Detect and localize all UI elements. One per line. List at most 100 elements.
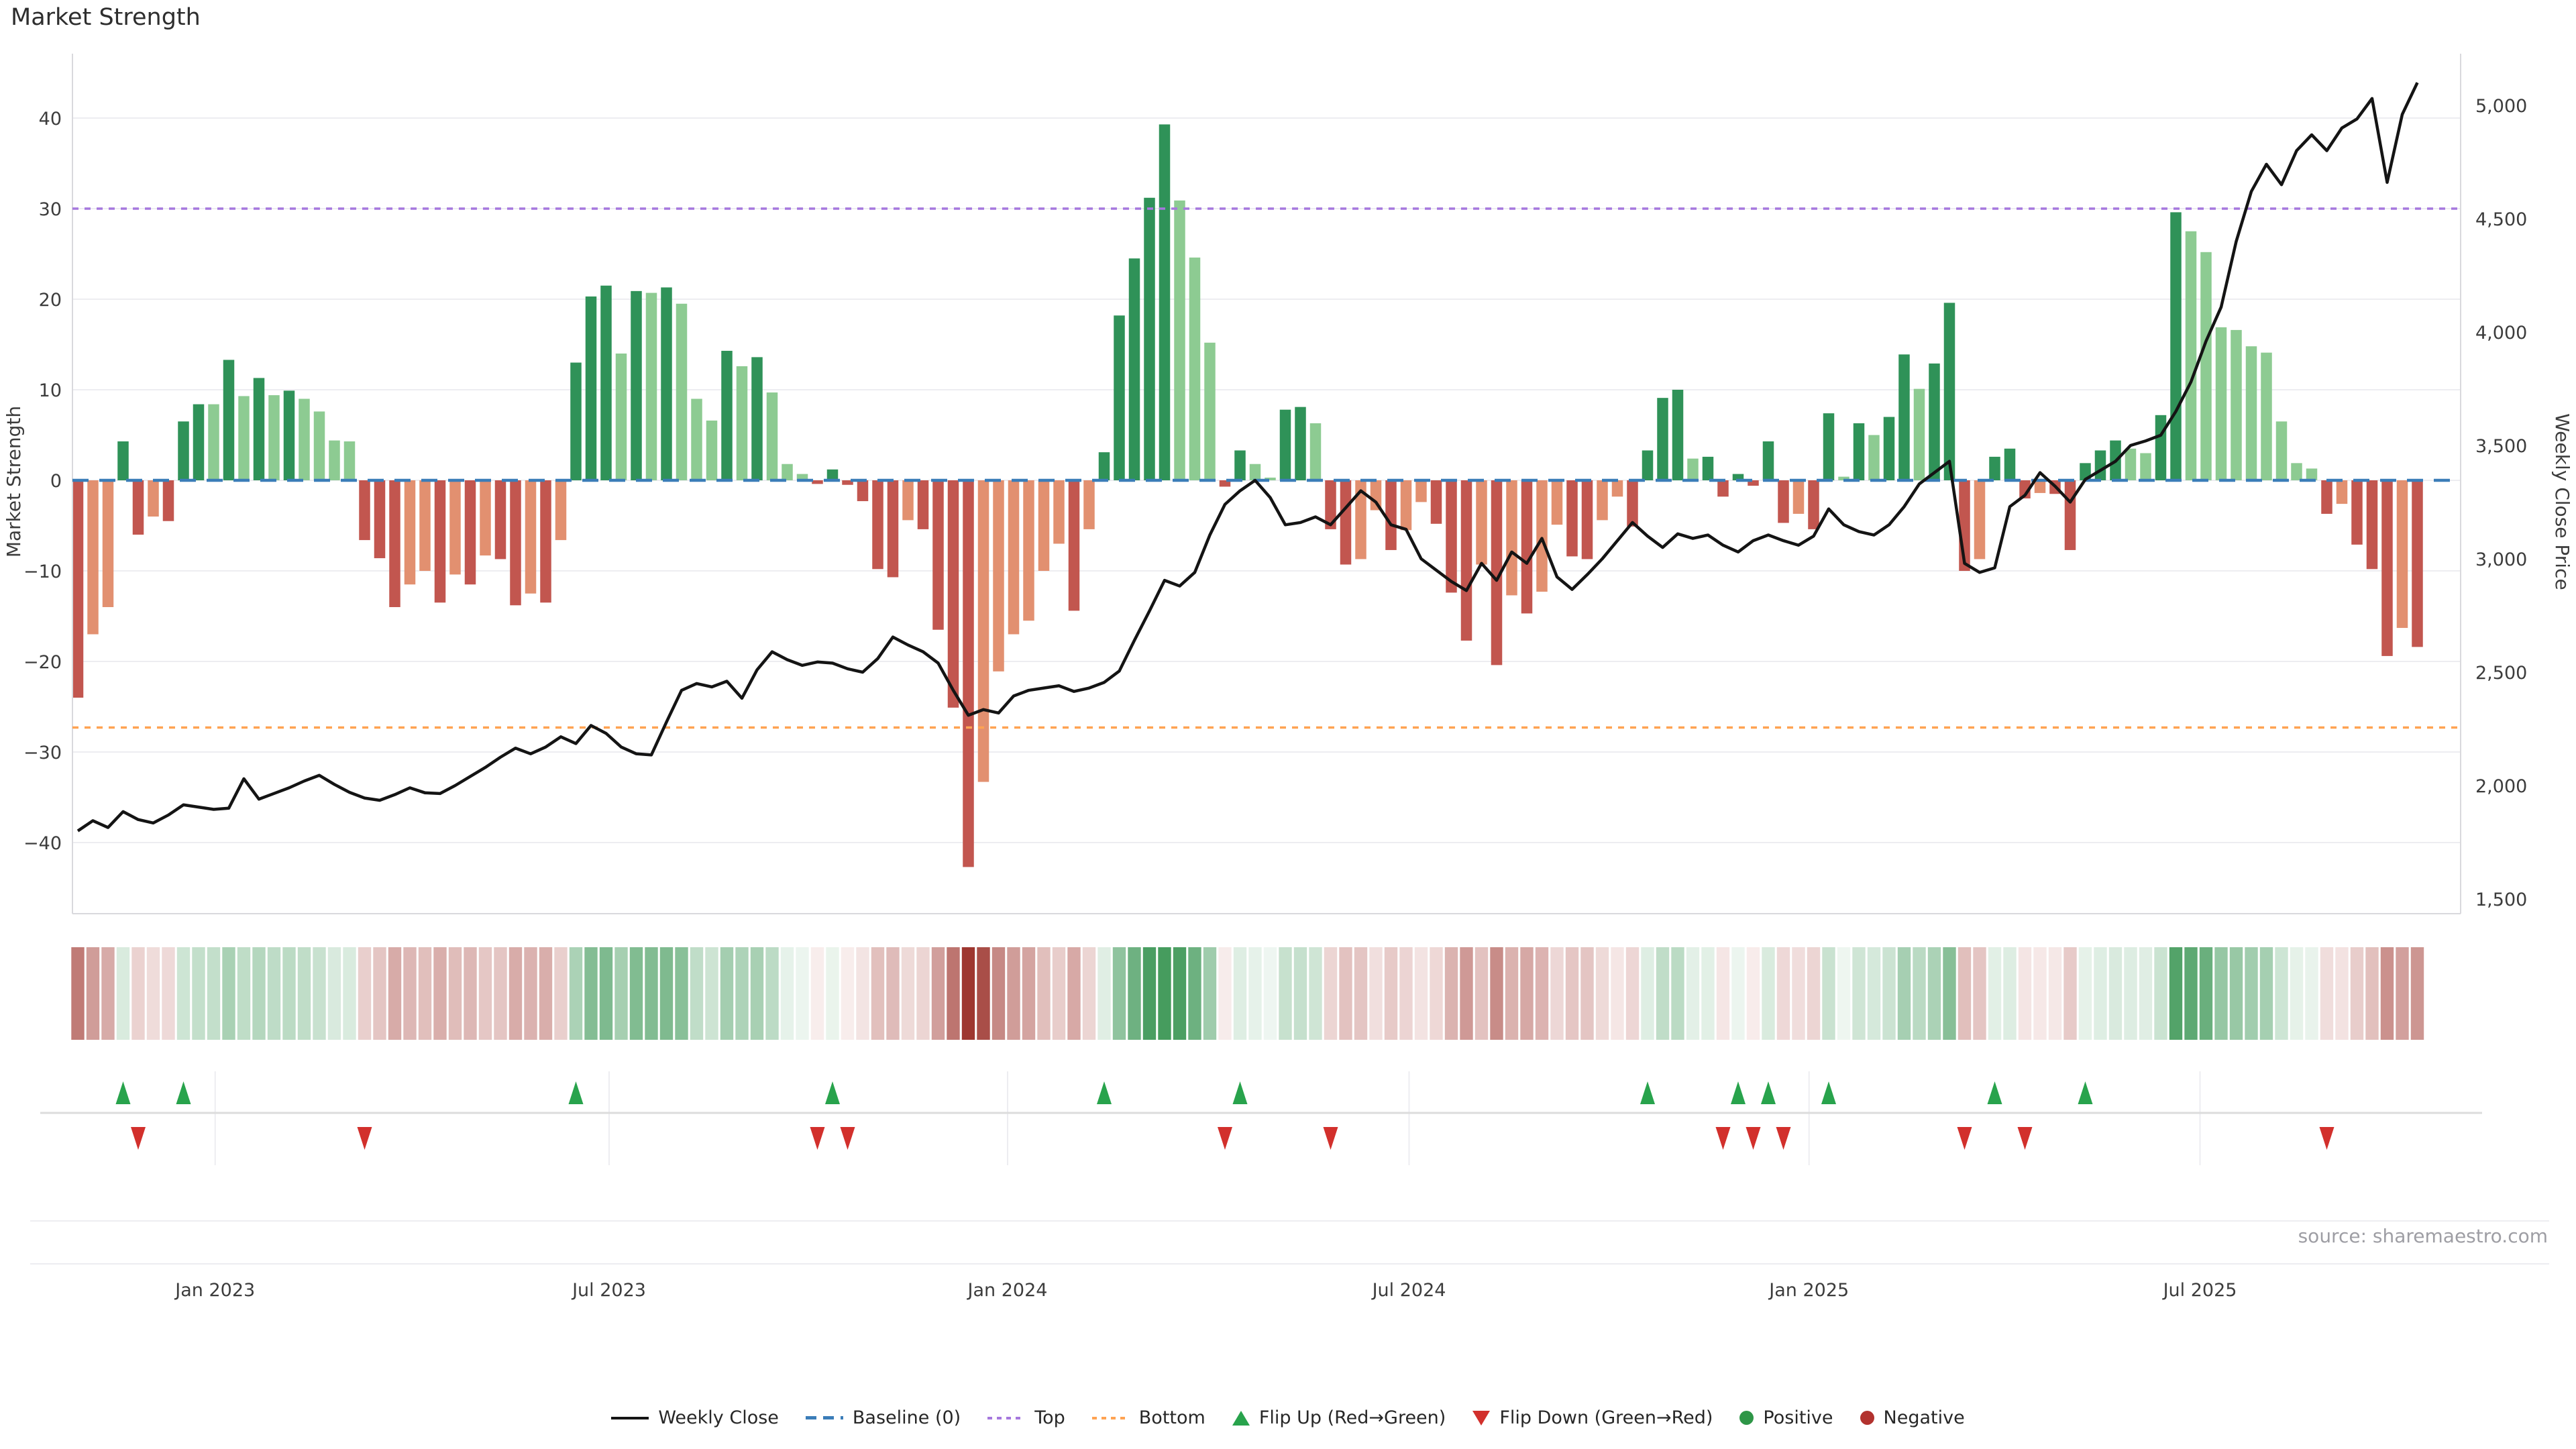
heatmap-cell: [1218, 947, 1232, 1040]
strength-bar: [1778, 480, 1789, 523]
strength-bar: [329, 440, 340, 480]
flip-up-marker: [1761, 1081, 1776, 1104]
legend-item-baseline: Baseline (0): [805, 1407, 961, 1428]
left-axis-tick: −40: [23, 833, 62, 854]
right-axis-tick: 4,500: [2475, 209, 2527, 230]
x-axis-tick: Jan 2025: [1768, 1280, 1849, 1301]
flip-up-marker: [1821, 1081, 1836, 1104]
strength-bar: [2275, 421, 2288, 480]
strength-bar: [1913, 388, 1925, 480]
strength-bar: [1672, 390, 1684, 480]
heatmap-cell: [2003, 947, 2017, 1040]
legend-item-bottom: Bottom: [1091, 1407, 1205, 1428]
heatmap-cell: [2410, 947, 2424, 1040]
strength-bar: [148, 480, 159, 517]
heatmap-cell: [2048, 947, 2062, 1040]
heatmap-cell: [146, 947, 160, 1040]
strength-bar: [1340, 480, 1352, 565]
strength-bar: [2185, 231, 2197, 480]
heatmap-cell: [871, 947, 885, 1040]
strength-bar: [193, 404, 205, 480]
heatmap-cell: [222, 947, 235, 1040]
left-axis-tick: 40: [39, 109, 62, 129]
legend-label: Positive: [1763, 1407, 1833, 1428]
strength-bar: [208, 404, 219, 480]
heatmap-cell: [388, 947, 402, 1040]
strength-bar: [1309, 423, 1322, 480]
strength-bar: [2019, 480, 2031, 498]
heatmap-cell: [1052, 947, 1066, 1040]
heatmap-cell: [1913, 947, 1926, 1040]
source-text: source: sharemaestro.com: [2298, 1225, 2548, 1247]
flip-up-marker: [568, 1081, 584, 1104]
strength-bar: [1491, 480, 1503, 665]
strength-bar: [1279, 409, 1291, 480]
strength-bar: [1400, 480, 1412, 531]
x-axis-tick: Jan 2023: [174, 1280, 255, 1301]
heatmap-cell: [1188, 947, 1201, 1040]
heatmap-cell: [1128, 947, 1141, 1040]
strength-bar: [1627, 480, 1638, 527]
heatmap-cell: [645, 947, 658, 1040]
strength-bar: [1702, 456, 1714, 480]
strength-bar: [178, 421, 189, 480]
legend-item-negative: Negative: [1860, 1407, 1965, 1428]
strength-bar: [766, 392, 778, 480]
heatmap-cell: [448, 947, 462, 1040]
strength-bar: [826, 469, 839, 480]
strength-bar: [1325, 480, 1336, 529]
strength-bar: [2155, 415, 2167, 480]
heatmap-cell: [1399, 947, 1413, 1040]
strength-bar: [1460, 480, 1472, 641]
strength-bar: [1792, 480, 1805, 514]
heatmap-cell: [162, 947, 175, 1040]
strength-bar: [691, 398, 702, 480]
heatmap-cell: [1565, 947, 1579, 1040]
strength-bar: [404, 480, 416, 585]
heatmap-cell: [1580, 947, 1594, 1040]
heatmap-cell: [1807, 947, 1821, 1040]
heatmap-cell: [2320, 947, 2334, 1040]
legend-item-top: Top: [987, 1407, 1065, 1428]
heatmap-cell: [901, 947, 915, 1040]
right-axis-tick: 5,000: [2475, 96, 2527, 117]
strength-bar: [510, 480, 521, 606]
heatmap-cell: [1384, 947, 1398, 1040]
strength-bar: [1249, 464, 1261, 480]
heatmap-cell: [464, 947, 477, 1040]
heatmap-cell: [1022, 947, 1036, 1040]
heatmap-cell: [614, 947, 628, 1040]
strength-bar: [1219, 480, 1231, 487]
heatmap-cell: [886, 947, 900, 1040]
heatmap-cell: [2199, 947, 2213, 1040]
legend-label: Flip Down (Green→Red): [1499, 1407, 1713, 1428]
strength-bar: [1446, 480, 1457, 593]
heatmap-cell: [327, 947, 341, 1040]
heatmap-cell: [2078, 947, 2092, 1040]
heatmap-cell: [2018, 947, 2032, 1040]
heatmap-cell: [1641, 947, 1654, 1040]
right-axis-tick: 3,000: [2475, 549, 2527, 570]
strength-bar: [343, 441, 356, 480]
flip-down-marker: [810, 1127, 825, 1150]
strength-bar: [1370, 480, 1382, 511]
heatmap-cell: [1792, 947, 1805, 1040]
strength-bar: [917, 480, 929, 529]
flip-down-marker: [1776, 1127, 1791, 1150]
strength-bar: [1159, 124, 1171, 480]
heatmap-cell: [569, 947, 583, 1040]
legend-label: Top: [1034, 1407, 1065, 1428]
strength-bar: [2170, 212, 2182, 480]
heatmap-cell: [1927, 947, 1941, 1040]
strength-bar: [857, 480, 869, 502]
heatmap-cell: [267, 947, 281, 1040]
heatmap-cell: [1369, 947, 1383, 1040]
heatmap-cell: [1279, 947, 1292, 1040]
heatmap-cell: [2094, 947, 2107, 1040]
heatmap-cell: [1897, 947, 1911, 1040]
right-axis-tick: 2,500: [2475, 663, 2527, 684]
legend: Weekly Close Baseline (0) Top Bottom Fli…: [0, 1407, 2576, 1428]
strength-bar: [359, 480, 370, 541]
strength-bar: [1536, 480, 1548, 592]
